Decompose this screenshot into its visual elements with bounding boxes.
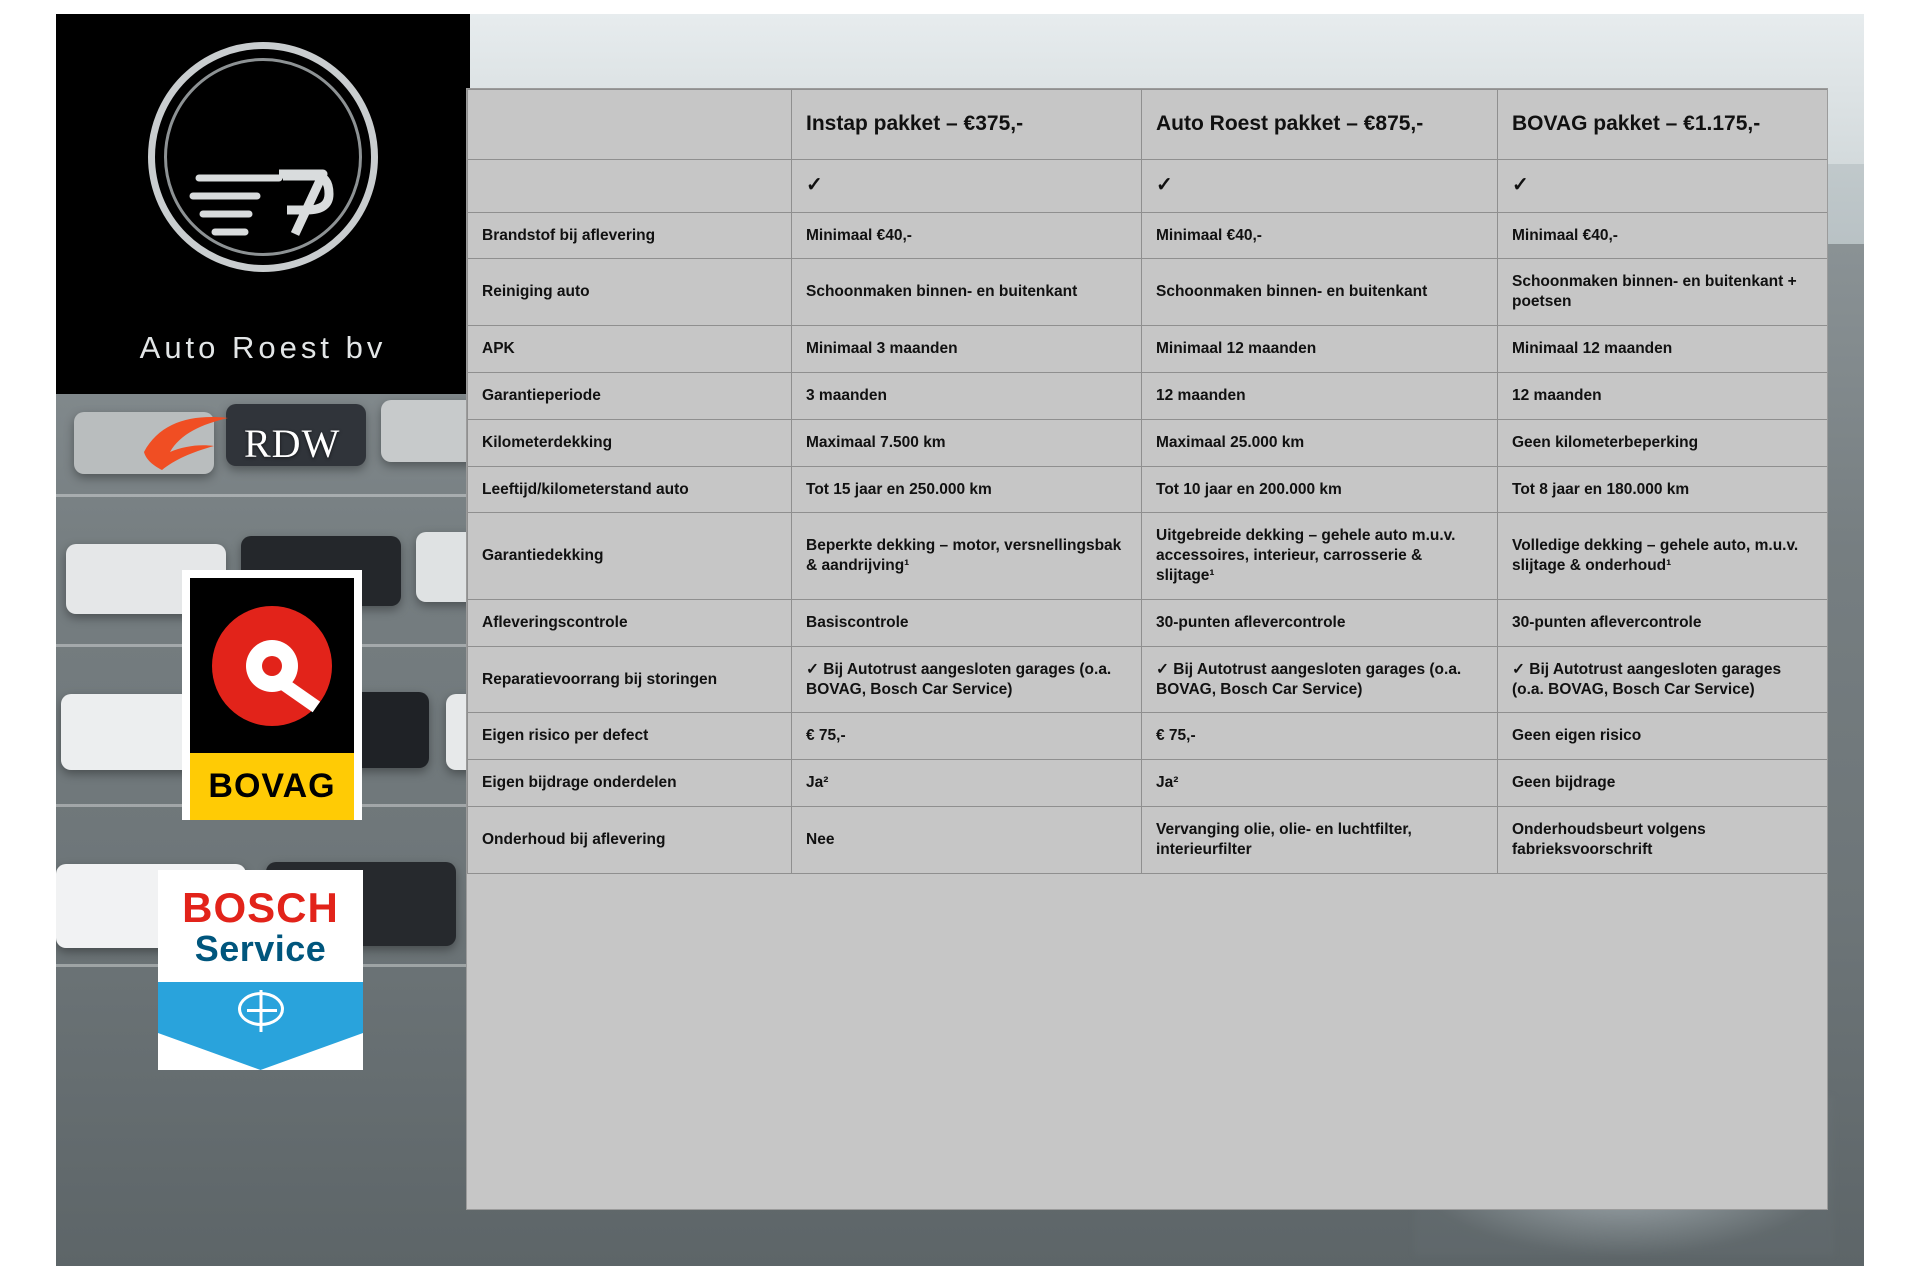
row-cell: Minimaal 12 maanden — [1141, 325, 1498, 373]
row-cell: ✓ Bij Autotrust aangesloten garages (o.a… — [1141, 645, 1498, 714]
table-header-row: Instap pakket – €375,- Auto Roest pakket… — [467, 89, 1827, 160]
row-cell: Vervanging olie, olie- en luchtfilter, i… — [1141, 806, 1498, 874]
bosch-subtitle: Service — [194, 928, 327, 969]
auto-roest-logo-inner-ring — [164, 58, 362, 256]
logo-wordmark: Auto Roest bv — [139, 330, 387, 365]
row-cell: Minimaal 3 maanden — [791, 325, 1142, 373]
row-cell: Tot 8 jaar en 180.000 km — [1497, 465, 1827, 514]
row-cell: Schoonmaken binnen- en buitenkant + poet… — [1497, 258, 1827, 327]
row-cell: ✓ — [1497, 159, 1827, 213]
bosch-banner-shape — [158, 982, 363, 1070]
table-row: Onderhoud bij aflevering Nee Vervanging … — [467, 806, 1827, 874]
row-label: Garantiedekking — [467, 512, 792, 600]
package-comparison-table: Instap pakket – €375,- Auto Roest pakket… — [467, 89, 1827, 874]
row-cell: Maximaal 25.000 km — [1141, 418, 1498, 467]
row-cell: Schoonmaken binnen- en buitenkant — [791, 258, 1142, 327]
roest-monogram-icon — [189, 169, 334, 236]
row-cell: ✓ — [791, 159, 1142, 213]
logo-panel: Auto Roest bv — [56, 14, 470, 394]
table-row: Afleveringscontrole Basiscontrole 30-pun… — [467, 598, 1827, 647]
rdw-label: RDW — [244, 420, 341, 466]
row-cell: Volledige dekking – gehele auto, m.u.v. … — [1497, 512, 1827, 600]
table-row: Reiniging auto Schoonmaken binnen- en bu… — [467, 258, 1827, 327]
table-row: Leeftijd/kilometerstand auto Tot 15 jaar… — [467, 465, 1827, 514]
bosch-armature-icon — [237, 992, 284, 1026]
row-label: Kilometerdekking — [467, 418, 792, 467]
row-cell: 12 maanden — [1497, 371, 1827, 420]
row-cell: 30-punten aflevercontrole — [1497, 598, 1827, 647]
row-label: Brandstof bij aflevering — [467, 211, 792, 260]
row-cell: ✓ Bij Autotrust aangesloten garages (o.a… — [791, 645, 1142, 714]
table-row: Garantieperiode 3 maanden 12 maanden 12 … — [467, 371, 1827, 420]
row-label: Reiniging auto — [467, 258, 792, 327]
row-cell: Minimaal 12 maanden — [1497, 325, 1827, 373]
row-cell: Ja² — [1141, 759, 1498, 808]
package-comparison-table-wrapper: Instap pakket – €375,- Auto Roest pakket… — [466, 88, 1828, 1210]
column-header-auto-roest: Auto Roest pakket – €875,- — [1141, 89, 1498, 160]
bosch-service-badge: BOSCH Service — [158, 870, 363, 1070]
bovag-q-icon — [246, 639, 298, 692]
bosch-title: BOSCH — [182, 884, 339, 931]
bovag-circle-icon — [212, 605, 332, 726]
row-cell: € 75,- — [1141, 712, 1498, 761]
table-row: Garantiedekking Beperkte dekking – motor… — [467, 512, 1827, 600]
table-row: Eigen risico per defect € 75,- € 75,- Ge… — [467, 712, 1827, 761]
row-cell: Schoonmaken binnen- en buitenkant — [1141, 258, 1498, 327]
row-cell: Basiscontrole — [791, 598, 1142, 647]
row-cell: 30-punten aflevercontrole — [1141, 598, 1498, 647]
rdw-flame-icon — [144, 417, 228, 470]
row-cell: Ja² — [791, 759, 1142, 808]
row-cell: € 75,- — [791, 712, 1142, 761]
row-label: APK — [467, 325, 792, 373]
row-cell: Tot 15 jaar en 250.000 km — [791, 465, 1142, 514]
row-cell: ✓ Bij Autotrust aangesloten garages (o.a… — [1497, 645, 1827, 714]
row-label: Onderhoud bij aflevering — [467, 806, 792, 874]
bovag-emblem — [190, 578, 354, 753]
row-label — [467, 159, 792, 213]
bovag-badge: BOVAG — [182, 570, 362, 820]
table-row: ✓ ✓ ✓ — [467, 159, 1827, 213]
row-label: Afleveringscontrole — [467, 598, 792, 647]
row-cell: Uitgebreide dekking – gehele auto m.u.v.… — [1141, 512, 1498, 600]
row-cell: Minimaal €40,- — [1497, 211, 1827, 260]
row-cell: Nee — [791, 806, 1142, 874]
table-row: Kilometerdekking Maximaal 7.500 km Maxim… — [467, 418, 1827, 467]
table-body: ✓ ✓ ✓ Brandstof bij aflevering Minimaal … — [467, 159, 1827, 874]
row-cell: Minimaal €40,- — [791, 211, 1142, 260]
row-cell: 3 maanden — [791, 371, 1142, 420]
row-cell: Geen eigen risico — [1497, 712, 1827, 761]
auto-roest-logo-icon — [148, 42, 378, 272]
row-label: Leeftijd/kilometerstand auto — [467, 465, 792, 514]
row-label: Eigen risico per defect — [467, 712, 792, 761]
row-cell: Minimaal €40,- — [1141, 211, 1498, 260]
table-row: Eigen bijdrage onderdelen Ja² Ja² Geen b… — [467, 759, 1827, 808]
row-cell: ✓ — [1141, 159, 1498, 213]
row-cell: Onderhoudsbeurt volgens fabrieksvoorschr… — [1497, 806, 1827, 874]
row-label: Eigen bijdrage onderdelen — [467, 759, 792, 808]
table-row: APK Minimaal 3 maanden Minimaal 12 maand… — [467, 325, 1827, 373]
row-cell: Maximaal 7.500 km — [791, 418, 1142, 467]
bovag-label: BOVAG — [190, 753, 354, 820]
bovag-q-dot — [262, 655, 282, 676]
row-label: Reparatievoorrang bij storingen — [467, 645, 792, 714]
row-cell: Geen bijdrage — [1497, 759, 1827, 808]
column-header-bovag: BOVAG pakket – €1.175,- — [1497, 89, 1827, 160]
row-cell: Geen kilometerbeperking — [1497, 418, 1827, 467]
row-cell: 12 maanden — [1141, 371, 1498, 420]
column-header-instap: Instap pakket – €375,- — [791, 89, 1142, 160]
table-row: Reparatievoorrang bij storingen ✓ Bij Au… — [467, 645, 1827, 714]
row-cell: Tot 10 jaar en 200.000 km — [1141, 465, 1498, 514]
column-header-feature — [467, 89, 792, 160]
row-cell: Beperkte dekking – motor, versnellingsba… — [791, 512, 1142, 600]
table-row: Brandstof bij aflevering Minimaal €40,- … — [467, 211, 1827, 260]
rdw-badge: RDW — [140, 405, 420, 481]
row-label: Garantieperiode — [467, 371, 792, 420]
